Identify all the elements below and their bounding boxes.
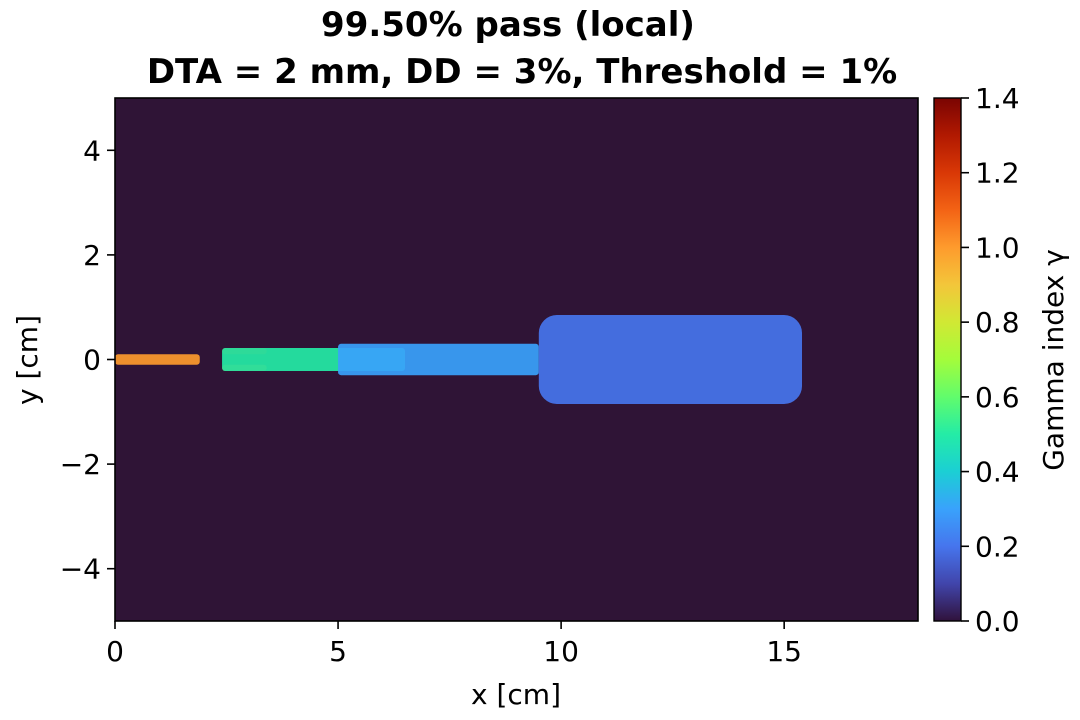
y-tick-label: −4 bbox=[60, 553, 101, 586]
colorbar-tick-label: 1.0 bbox=[975, 231, 1020, 264]
chart-title-line1: 99.50% pass (local) bbox=[321, 5, 695, 45]
x-axis-label: x [cm] bbox=[471, 678, 561, 711]
beam-region bbox=[115, 315, 803, 404]
colorbar-tick-label: 1.4 bbox=[975, 82, 1020, 115]
y-axis: 4 2 0 −2 −4 bbox=[60, 134, 115, 586]
colorbar-tick-label: 0.6 bbox=[975, 381, 1020, 414]
y-tick-label: −2 bbox=[60, 448, 101, 481]
x-tick-label: 0 bbox=[106, 635, 124, 668]
x-tick-label: 10 bbox=[543, 635, 579, 668]
colorbar bbox=[933, 97, 962, 622]
beam-segment bbox=[538, 315, 803, 404]
colorbar-label: Gamma index γ bbox=[1037, 249, 1070, 471]
colorbar-tick-label: 0.2 bbox=[975, 530, 1020, 563]
x-axis: 0 5 10 15 bbox=[106, 621, 802, 668]
beam-segment bbox=[115, 354, 200, 365]
beam-segment bbox=[338, 343, 539, 376]
colorbar-tick-label: 1.2 bbox=[975, 157, 1020, 190]
chart-title-line2: DTA = 2 mm, DD = 3%, Threshold = 1% bbox=[147, 52, 897, 92]
colorbar-tick-label: 0.0 bbox=[975, 605, 1020, 638]
colorbar-axis: 0.0 0.2 0.4 0.6 0.8 1.0 1.2 1.4 bbox=[961, 82, 1020, 638]
y-tick-label: 0 bbox=[83, 344, 101, 377]
y-axis-label: y [cm] bbox=[11, 315, 44, 405]
y-tick-label: 4 bbox=[83, 134, 101, 167]
colorbar-tick-label: 0.8 bbox=[975, 306, 1020, 339]
y-tick-label: 2 bbox=[83, 239, 101, 272]
colorbar-tick-label: 0.4 bbox=[975, 456, 1020, 489]
x-tick-label: 15 bbox=[766, 635, 802, 668]
x-tick-label: 5 bbox=[329, 635, 347, 668]
